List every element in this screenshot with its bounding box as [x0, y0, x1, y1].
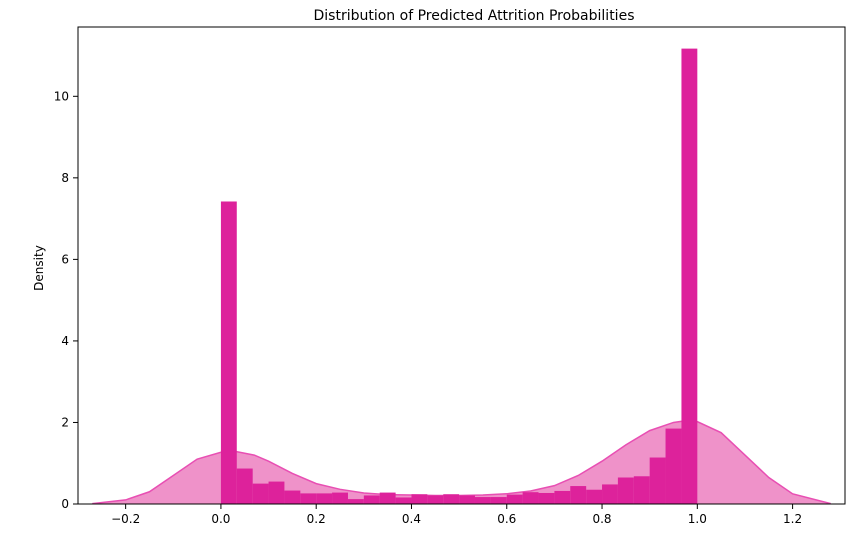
- histogram-bar: [236, 468, 253, 504]
- histogram-bar: [538, 492, 555, 504]
- histogram-bar: [474, 497, 491, 504]
- histogram-bar: [443, 494, 460, 504]
- histogram-bar: [633, 476, 650, 504]
- chart-title: Distribution of Predicted Attrition Prob…: [314, 8, 635, 24]
- histogram-bar: [681, 48, 698, 504]
- x-tick-label: 0.2: [307, 512, 326, 526]
- histogram-bar: [490, 497, 507, 504]
- histogram-bar: [379, 492, 396, 504]
- histogram-bar: [411, 494, 428, 504]
- y-tick-label: 4: [61, 334, 69, 348]
- histogram-bar: [586, 489, 603, 504]
- kde-fill-area: [92, 420, 831, 504]
- x-tick-label: −0.2: [111, 512, 140, 526]
- histogram-bar: [459, 495, 475, 504]
- kde-layer: [92, 419, 831, 505]
- histogram-bar: [665, 428, 682, 504]
- histogram-bar: [649, 457, 666, 504]
- histogram-bar: [554, 490, 571, 504]
- y-tick-label: 2: [61, 415, 69, 429]
- x-tick-label: 0.4: [402, 512, 421, 526]
- histogram-bar: [347, 499, 364, 504]
- histogram-bar: [570, 486, 587, 504]
- histogram-bar: [506, 494, 523, 504]
- histogram-bar: [427, 495, 444, 504]
- histogram-bar: [220, 201, 237, 504]
- histogram-bar: [602, 484, 618, 504]
- y-tick-label: 6: [61, 252, 69, 266]
- histogram-bar: [284, 490, 301, 504]
- x-tick-label: 1.0: [688, 512, 707, 526]
- y-tick-label: 8: [61, 171, 69, 185]
- y-tick-label: 10: [54, 89, 69, 103]
- x-tick-label: 1.2: [783, 512, 802, 526]
- histogram-bar: [395, 497, 412, 504]
- histogram-bar: [363, 495, 380, 504]
- y-tick-label: 0: [61, 497, 69, 511]
- axes: −0.2 0.0 0.2 0.4 0.6 0.8 1.0 1.2 0 2 4 6 8 10: [54, 26, 846, 526]
- histogram-bar: [316, 493, 333, 504]
- x-tick-label: 0.0: [211, 512, 230, 526]
- histogram-bar: [332, 492, 348, 504]
- histogram-bar: [268, 481, 285, 504]
- histogram-bar: [522, 492, 539, 504]
- histogram-bars: [220, 48, 698, 504]
- y-axis-label: Density: [32, 245, 46, 291]
- histogram-bar: [300, 493, 317, 504]
- plot-frame: [77, 26, 846, 505]
- x-tick-label: 0.8: [592, 512, 611, 526]
- histogram-bar: [617, 477, 634, 504]
- histogram-bar: [252, 483, 269, 504]
- x-tick-label: 0.6: [497, 512, 516, 526]
